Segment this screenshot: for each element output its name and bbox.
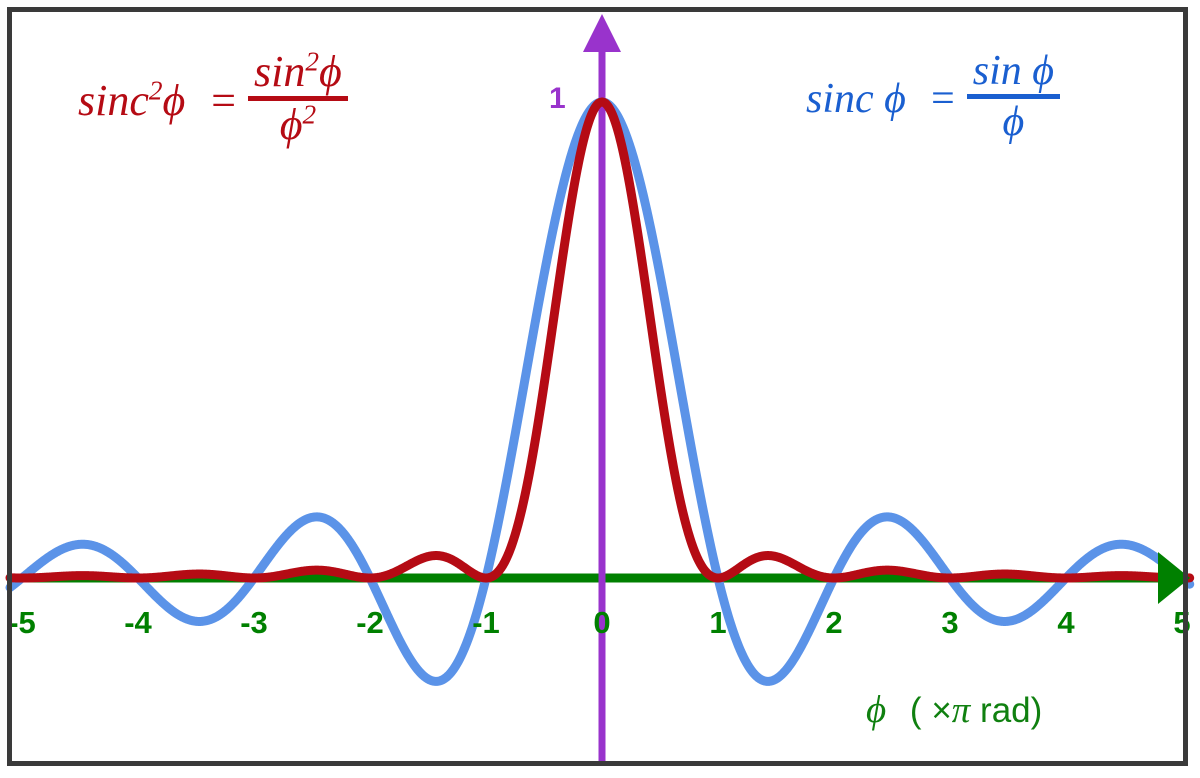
x-tick-label-4: 4 bbox=[1057, 605, 1075, 640]
sinc-squared-denominator: ϕ2 bbox=[279, 99, 317, 149]
sinc-lhs: sinc ϕ = bbox=[806, 75, 957, 122]
close-paren: ) bbox=[1030, 691, 1043, 730]
x-axis-caption: ϕ ( ×π rad) bbox=[866, 690, 1042, 729]
phi-symbol: ϕ bbox=[866, 688, 887, 731]
fraction-bar bbox=[248, 96, 348, 101]
sinc-squared-fraction: sin2ϕ ϕ2 bbox=[248, 46, 348, 149]
fraction-bar bbox=[966, 94, 1061, 99]
x-tick-label-neg5: -5 bbox=[8, 605, 36, 640]
x-tick-label-5: 5 bbox=[1173, 605, 1191, 640]
x-tick-label-3: 3 bbox=[941, 605, 959, 640]
annotation-sinc-squared-equation: sinc2ϕ = sin2ϕ ϕ2 bbox=[78, 46, 348, 149]
times-symbol: × bbox=[931, 691, 952, 730]
y-axis-unit-label: 1 bbox=[549, 82, 566, 115]
x-tick-label-2: 2 bbox=[825, 605, 843, 640]
open-paren: ( bbox=[909, 691, 922, 730]
sinc-squared-numerator: sin2ϕ bbox=[254, 46, 342, 96]
x-tick-label-neg3: -3 bbox=[240, 605, 268, 640]
sinc-squared-lhs: sinc2ϕ = bbox=[78, 74, 239, 125]
unit-label: rad bbox=[980, 691, 1031, 730]
x-tick-label-neg4: -4 bbox=[124, 605, 152, 640]
annotation-sinc-equation: sinc ϕ = sin ϕ ϕ bbox=[806, 48, 1061, 145]
sinc-denominator: ϕ bbox=[1002, 99, 1025, 145]
curve-sinc-squared bbox=[5, 97, 1195, 583]
x-tick-label-neg1: -1 bbox=[472, 605, 500, 640]
x-tick-label-1: 1 bbox=[709, 605, 727, 640]
x-tick-label-neg2: -2 bbox=[356, 605, 384, 640]
x-tick-label-0: 0 bbox=[593, 605, 611, 640]
sinc-fraction: sin ϕ ϕ bbox=[966, 48, 1061, 145]
pi-symbol: π bbox=[951, 690, 971, 731]
sinc-numerator: sin ϕ bbox=[972, 48, 1055, 94]
x-axis-arrowhead-icon bbox=[1158, 552, 1190, 604]
y-axis-arrowhead-icon bbox=[583, 14, 621, 52]
